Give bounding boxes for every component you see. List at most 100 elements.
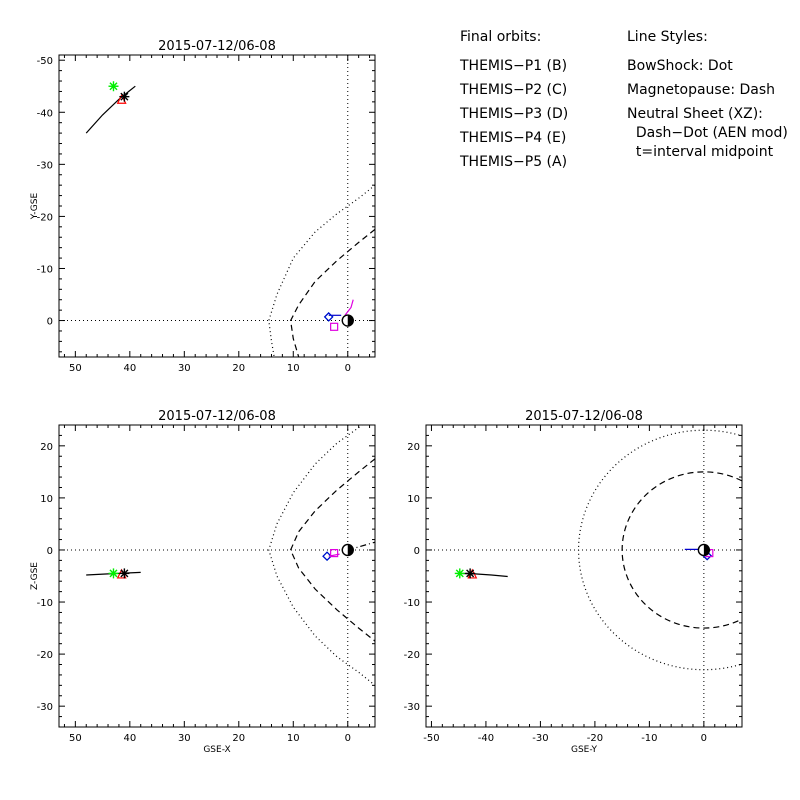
- y-tick-label: -10: [37, 264, 53, 275]
- spacecraft-marker-star: [108, 568, 119, 579]
- y-tick-label: -50: [37, 56, 53, 67]
- spacecraft-marker-diamond: [323, 312, 334, 322]
- y-tick-label: 0: [414, 546, 420, 557]
- line-styles-legend: Line Styles: BowShock: Dot Magnetopause:…: [627, 29, 788, 160]
- spacecraft-marker-square: [330, 322, 339, 331]
- x-tick-label: -40: [478, 733, 494, 744]
- orbit-legend-p1: THEMIS−P1 (B): [459, 58, 567, 74]
- orbit-legend-p3: THEMIS−P3 (D): [459, 106, 568, 122]
- spacecraft-marker-star: [119, 568, 130, 579]
- orbit-legend-p4: THEMIS−P4 (E): [459, 130, 566, 146]
- spacecraft-marker-star: [119, 91, 130, 102]
- orbit-track: [344, 299, 354, 316]
- y-tick-label: -30: [37, 702, 53, 713]
- y-tick-label: 20: [40, 442, 53, 453]
- y-tick-label: 10: [40, 494, 53, 505]
- x-tick-label: 30: [178, 363, 191, 374]
- y-axis-label: Z-GSE: [30, 562, 40, 590]
- y-tick-label: 20: [407, 442, 420, 453]
- x-tick-label: 50: [69, 733, 82, 744]
- orbits-legend: Final orbits: THEMIS−P1 (B) THEMIS−P2 (C…: [459, 29, 568, 170]
- earth-marker: [341, 543, 354, 557]
- earth-marker: [697, 543, 711, 557]
- bow-shock-curve: [268, 184, 375, 357]
- x-tick-label: 20: [232, 363, 245, 374]
- line-style-neutral-sheet: Neutral Sheet (XZ):: [627, 106, 763, 122]
- x-tick-label: 10: [287, 363, 300, 374]
- bow-shock-curve: [577, 429, 742, 671]
- y-tick-label: 0: [47, 546, 53, 557]
- y-tick-label: -30: [37, 160, 53, 171]
- x-tick-label: -30: [532, 733, 548, 744]
- plot-area: [59, 55, 375, 357]
- y-tick-label: 10: [407, 494, 420, 505]
- bow-shock-curve: [268, 425, 375, 686]
- panel-title: 2015-07-12/06-08: [525, 409, 643, 424]
- line-style-neutral-sheet-time: t=interval midpoint: [627, 144, 774, 160]
- star-marker-stroke: [120, 569, 129, 578]
- star-marker-stroke: [455, 569, 464, 578]
- x-tick-label: 20: [232, 733, 245, 744]
- star-marker-stroke: [120, 92, 129, 101]
- earth-night-side: [347, 544, 354, 556]
- star-marker-stroke: [109, 569, 118, 578]
- x-tick-label: 0: [345, 733, 351, 744]
- star-marker-stroke: [109, 82, 118, 91]
- magnetopause-curve: [621, 471, 742, 629]
- spacecraft-marker-star: [454, 568, 465, 579]
- x-tick-label: 0: [345, 363, 351, 374]
- diamond-marker: [323, 312, 334, 322]
- panel-xy: 2015-07-12/06-08 50 40 30 20 10 0 -50 -40 -30 -20 -…: [30, 39, 376, 374]
- spacecraft-marker-triangle: [116, 93, 127, 104]
- x-axis-label: GSE-X: [203, 745, 230, 755]
- x-tick-label: -10: [641, 733, 657, 744]
- x-tick-label: 0: [701, 733, 707, 744]
- spacecraft-marker-diamond: [322, 551, 332, 562]
- orbit-legend-p5: THEMIS−P5 (A): [459, 154, 567, 170]
- plot-frame: [58, 54, 376, 358]
- panel-yz: 2015-07-12/06-08 -50 -40 -30 -20 -10 0 20 10 0 -10…: [404, 409, 743, 755]
- y-tick-label: -20: [404, 650, 420, 661]
- y-tick-label: -20: [37, 212, 53, 223]
- spacecraft-marker-star: [465, 568, 476, 579]
- earth-night-side: [703, 544, 710, 556]
- panel-title: 2015-07-12/06-08: [158, 409, 276, 424]
- panel-xz: 2015-07-12/06-08 50 40 30 20 10 0 20 10 0 -10 -20 -3…: [30, 409, 376, 755]
- triangle-marker: [116, 93, 127, 104]
- orbit-legend-p2: THEMIS−P2 (C): [459, 82, 567, 98]
- square-marker: [330, 548, 339, 558]
- magnetopause-curve: [289, 458, 375, 642]
- line-style-neutral-sheet-model: Dash−Dot (AEN mod): [627, 125, 788, 141]
- line-style-bowshock: BowShock: Dot: [627, 58, 733, 74]
- earth-night-side: [347, 315, 354, 327]
- spacecraft-marker-square: [330, 548, 339, 558]
- line-styles-title: Line Styles:: [627, 29, 708, 45]
- x-axis-label: GSE-Y: [571, 745, 598, 755]
- panel-title: 2015-07-12/06-08: [158, 39, 276, 54]
- x-tick-label: 30: [178, 733, 191, 744]
- spacecraft-marker-star: [108, 81, 119, 92]
- spacecraft-marker-diamond: [323, 312, 334, 322]
- y-tick-label: -10: [404, 598, 420, 609]
- y-tick-label: -40: [37, 108, 53, 119]
- plot-frame: [58, 424, 376, 728]
- y-tick-label: 0: [47, 317, 53, 328]
- earth-marker: [341, 314, 354, 327]
- x-tick-label: 10: [287, 733, 300, 744]
- orbits-legend-title: Final orbits:: [460, 29, 541, 45]
- plot-area: [59, 425, 375, 727]
- square-marker: [330, 322, 339, 331]
- magnetopause-curve: [289, 228, 375, 357]
- x-tick-label: 50: [69, 363, 82, 374]
- line-style-magnetopause: Magnetopause: Dash: [627, 82, 775, 98]
- diamond-marker: [322, 551, 332, 562]
- y-tick-label: -10: [37, 598, 53, 609]
- y-axis-label: Y-GSE: [30, 193, 40, 221]
- y-tick-label: -20: [37, 650, 53, 661]
- diamond-marker: [323, 312, 334, 322]
- star-marker-stroke: [466, 569, 475, 578]
- x-tick-label: -20: [587, 733, 603, 744]
- orbit-track: [85, 85, 136, 134]
